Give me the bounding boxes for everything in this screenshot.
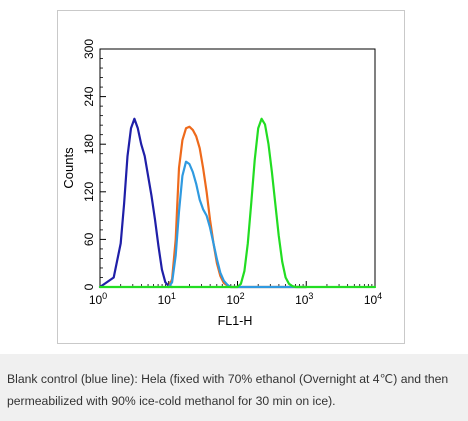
y-tick-label-4: 240 <box>82 86 96 106</box>
y-tick-label-3: 180 <box>82 134 96 154</box>
x-tick-label-3: 103 <box>295 291 313 307</box>
caption-band: Blank control (blue line): Hela (fixed w… <box>0 354 468 421</box>
y-axis-label: Counts <box>61 147 76 189</box>
series-line-2 <box>167 160 308 289</box>
x-axis-label: FL1-H <box>218 314 253 328</box>
x-tick-label-2: 102 <box>226 291 244 307</box>
series-layer <box>98 117 377 289</box>
tick-labels: 100 101 102 103 104 0 60 120 180 240 300 <box>82 39 382 307</box>
y-tick-label-2: 120 <box>82 181 96 201</box>
y-tick-label-5: 300 <box>82 39 96 59</box>
x-tick-label-0: 100 <box>89 291 107 307</box>
series-line-0 <box>98 117 174 289</box>
series-line-3 <box>98 117 377 289</box>
x-tick-label-4: 104 <box>364 291 382 307</box>
y-tick-label-1: 60 <box>82 232 96 246</box>
figure-caption: Blank control (blue line): Hela (fixed w… <box>7 372 449 408</box>
plot-area <box>99 48 376 288</box>
y-tick-label-0: 0 <box>82 283 96 290</box>
flow-cytometry-histogram: 100 101 102 103 104 0 60 120 180 240 300 Counts FL… <box>61 39 382 328</box>
x-tick-label-1: 101 <box>158 291 176 307</box>
